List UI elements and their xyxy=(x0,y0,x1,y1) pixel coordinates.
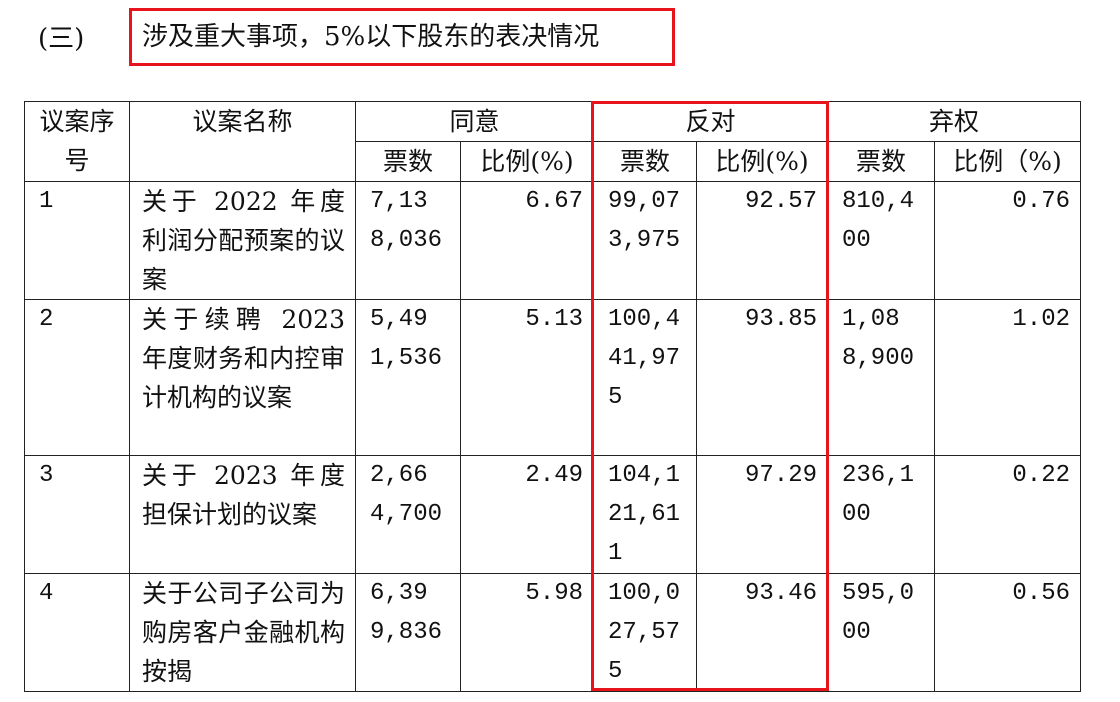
oppose-ratio: 93.85 xyxy=(696,299,828,456)
header-oppose-ratio: 比例(%) xyxy=(696,141,828,182)
abstain-votes: 236,100 xyxy=(842,462,915,528)
abstain-ratio: 0.76 xyxy=(934,181,1081,300)
agree-votes: 6,399,836 xyxy=(370,580,443,646)
agree-votes: 7,138,036 xyxy=(370,188,443,254)
header-agree-ratio: 比例(%) xyxy=(460,141,594,182)
oppose-votes: 104,121,611 xyxy=(608,462,681,567)
oppose-ratio: 93.46 xyxy=(696,573,828,692)
row-name: 关于 2022 年度利润分配预案的议案 xyxy=(129,181,356,300)
header-agree-votes: 票数 xyxy=(355,141,461,182)
abstain-votes: 1,088,900 xyxy=(842,306,915,372)
section-title-highlight: 涉及重大事项，5%以下股东的表决情况 xyxy=(129,8,675,66)
oppose-votes: 100,441,975 xyxy=(608,306,681,411)
abstain-ratio: 1.02 xyxy=(934,299,1081,456)
row-name: 关于 2023 年度担保计划的议案 xyxy=(129,455,356,574)
agree-votes: 5,491,536 xyxy=(370,306,443,372)
agree-votes: 2,664,700 xyxy=(370,462,443,528)
row-seq: 2 xyxy=(24,299,130,456)
header-abstain-votes: 票数 xyxy=(827,141,935,182)
abstain-ratio: 0.22 xyxy=(934,455,1081,574)
header-seq: 议案序号 xyxy=(24,101,130,182)
table-row: 3 关于 2023 年度担保计划的议案 2,664,700 2.49 104,121,6… xyxy=(24,455,1081,574)
row-name: 关于公司子公司为购房客户金融机构按揭 xyxy=(129,573,356,692)
abstain-votes: 595,000 xyxy=(842,580,915,646)
header-name: 议案名称 xyxy=(129,101,356,182)
header-agree: 同意 xyxy=(355,101,594,142)
row-name: 关于续聘 2023 年度财务和内控审计机构的议案 xyxy=(129,299,356,456)
row-seq: 4 xyxy=(24,573,130,692)
section-number: (三) xyxy=(38,24,85,54)
header-oppose: 反对 xyxy=(593,101,828,142)
table-row: 2 关于续聘 2023 年度财务和内控审计机构的议案 5,491,536 5.13 10… xyxy=(24,299,1081,456)
header-oppose-votes: 票数 xyxy=(593,141,697,182)
row-seq: 1 xyxy=(24,181,130,300)
header-abstain: 弃权 xyxy=(827,101,1081,142)
abstain-votes: 810,400 xyxy=(842,188,915,254)
header-abstain-ratio: 比例（%) xyxy=(934,141,1081,182)
table-row: 1 关于 2022 年度利润分配预案的议案 7,138,036 6.67 99,073,… xyxy=(24,181,1081,300)
oppose-votes: 99,073,975 xyxy=(608,188,681,254)
abstain-ratio: 0.56 xyxy=(934,573,1081,692)
agree-ratio: 6.67 xyxy=(460,181,594,300)
table-row: 4 关于公司子公司为购房客户金融机构按揭 6,399,836 5.98 100,027,… xyxy=(24,573,1081,692)
voting-table: 议案序号 议案名称 同意 反对 弃权 票数 比例(%) 票数 比例(%) 票数 … xyxy=(24,101,1081,692)
oppose-votes: 100,027,575 xyxy=(608,580,681,685)
agree-ratio: 2.49 xyxy=(460,455,594,574)
oppose-ratio: 97.29 xyxy=(696,455,828,574)
oppose-ratio: 92.57 xyxy=(696,181,828,300)
row-seq: 3 xyxy=(24,455,130,574)
agree-ratio: 5.98 xyxy=(460,573,594,692)
agree-ratio: 5.13 xyxy=(460,299,594,456)
